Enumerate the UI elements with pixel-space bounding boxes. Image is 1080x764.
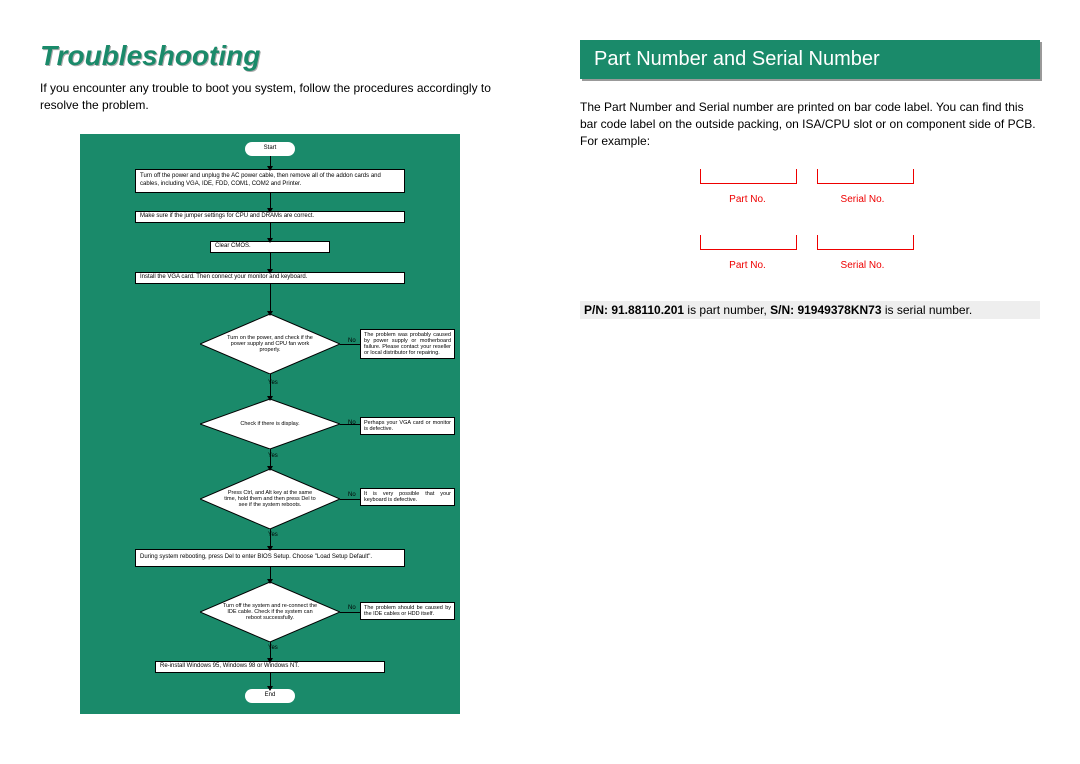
flowchart-d1: Turn on the power, and check if the powe…	[200, 314, 340, 374]
troubleshooting-title: Troubleshooting	[40, 40, 500, 72]
flowchart-p1: Turn off the power and unplug the AC pow…	[135, 169, 405, 193]
flowchart-end: End	[245, 689, 295, 703]
barcode-label-group-2	[700, 235, 1040, 250]
right-page: Part Number and Serial Number The Part N…	[540, 0, 1080, 764]
flowchart-d2: Check if there is display.	[200, 399, 340, 449]
flowchart-yes-label: Yes	[268, 532, 278, 538]
flowchart-no-label: No	[348, 492, 356, 498]
part-number-body: The Part Number and Serial number are pr…	[580, 99, 1040, 149]
intro-paragraph: If you encounter any trouble to boot you…	[40, 80, 500, 114]
flowchart-no-label: No	[348, 338, 356, 344]
serial-no-bracket-2	[817, 235, 914, 250]
part-no-caption-2: Part No.	[700, 260, 795, 271]
flowchart-yes-label: Yes	[268, 380, 278, 386]
serial-no-bracket	[817, 169, 914, 184]
flowchart-d4: Turn off the system and re-connect the I…	[200, 582, 340, 642]
barcode-caption-row-2: Part No. Serial No.	[700, 260, 1040, 271]
flowchart-no-label: No	[348, 605, 356, 611]
part-no-bracket-2	[700, 235, 797, 250]
part-number-header: Part Number and Serial Number	[580, 40, 1040, 79]
flowchart-yes-label: Yes	[268, 645, 278, 651]
flowchart-yes-label: Yes	[268, 453, 278, 459]
barcode-label-group-1	[700, 169, 1040, 184]
serial-no-caption-2: Serial No.	[815, 260, 910, 271]
flowchart-start: Start	[245, 142, 295, 156]
closing-suffix: is serial number.	[882, 303, 973, 317]
flowchart-s4: The problem should be caused by the IDE …	[360, 602, 455, 620]
left-page: Troubleshooting If you encounter any tro…	[0, 0, 540, 764]
serial-no-caption: Serial No.	[815, 194, 910, 205]
flowchart-no-label: No	[348, 420, 356, 426]
part-no-caption: Part No.	[700, 194, 795, 205]
flowchart-s1: The problem was probably caused by power…	[360, 329, 455, 359]
flowchart-p5: During system rebooting, press Del to en…	[135, 549, 405, 567]
flowchart-s2: Perhaps your VGA card or monitor is defe…	[360, 417, 455, 435]
flowchart-d3: Press Ctrl, and Alt key at the same time…	[200, 469, 340, 529]
barcode-caption-row-1: Part No. Serial No.	[700, 194, 1040, 205]
closing-mid: is part number,	[684, 303, 770, 317]
example-line: P/N: 91.88110.201 is part number, S/N: 9…	[580, 301, 1040, 319]
flowchart-s3: It is very possible that your keyboard i…	[360, 488, 455, 506]
part-no-bracket	[700, 169, 797, 184]
pn-value: P/N: 91.88110.201	[584, 303, 684, 317]
troubleshooting-flowchart: Start Turn off the power and unplug the A…	[80, 134, 460, 714]
sn-value: S/N: 91949378KN73	[770, 303, 881, 317]
